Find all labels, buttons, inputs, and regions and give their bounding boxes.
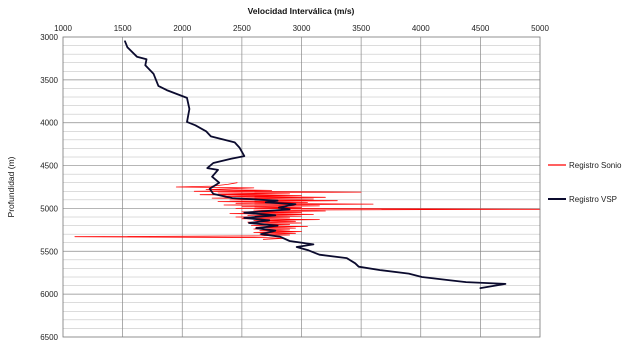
series-lines bbox=[74, 40, 541, 289]
x-tick-label: 1000 bbox=[54, 24, 72, 33]
y-tick-label: 6500 bbox=[40, 333, 58, 342]
x-tick-label: 2000 bbox=[173, 24, 191, 33]
y-tick-label: 5500 bbox=[40, 247, 58, 256]
legend-label-vsp: Registro VSP bbox=[569, 195, 617, 204]
series-line-registro-vsp bbox=[124, 40, 507, 289]
y-tick-label: 4000 bbox=[40, 119, 58, 128]
legend: Registro Sonio Registro VSP bbox=[548, 161, 622, 204]
y-tick-label: 5000 bbox=[40, 204, 58, 213]
x-tick-label: 3500 bbox=[352, 24, 370, 33]
y-tick-label: 3500 bbox=[40, 76, 58, 85]
x-tick-label: 2500 bbox=[233, 24, 251, 33]
y-axis-title: Profundidad (m) bbox=[6, 156, 16, 217]
x-axis-title: Velocidad Interválica (m/s) bbox=[248, 6, 355, 16]
x-tick-labels: 1000 1500 2000 2500 3000 3500 4000 4500 5000 bbox=[54, 24, 549, 33]
plot-frame bbox=[62, 36, 541, 338]
x-tick-label: 3000 bbox=[293, 24, 311, 33]
y-tick-label: 3000 bbox=[40, 33, 58, 42]
legend-label-sonio: Registro Sonio bbox=[569, 161, 622, 170]
x-tick-label: 4500 bbox=[471, 24, 489, 33]
x-tick-label: 1500 bbox=[114, 24, 132, 33]
y-tick-label: 4500 bbox=[40, 162, 58, 171]
grid bbox=[63, 37, 540, 337]
x-tick-label: 5000 bbox=[531, 24, 549, 33]
x-tick-label: 4000 bbox=[412, 24, 430, 33]
y-tick-label: 6000 bbox=[40, 290, 58, 299]
y-tick-labels: 3000 3500 4000 4500 5000 5500 6000 6500 bbox=[40, 33, 58, 342]
